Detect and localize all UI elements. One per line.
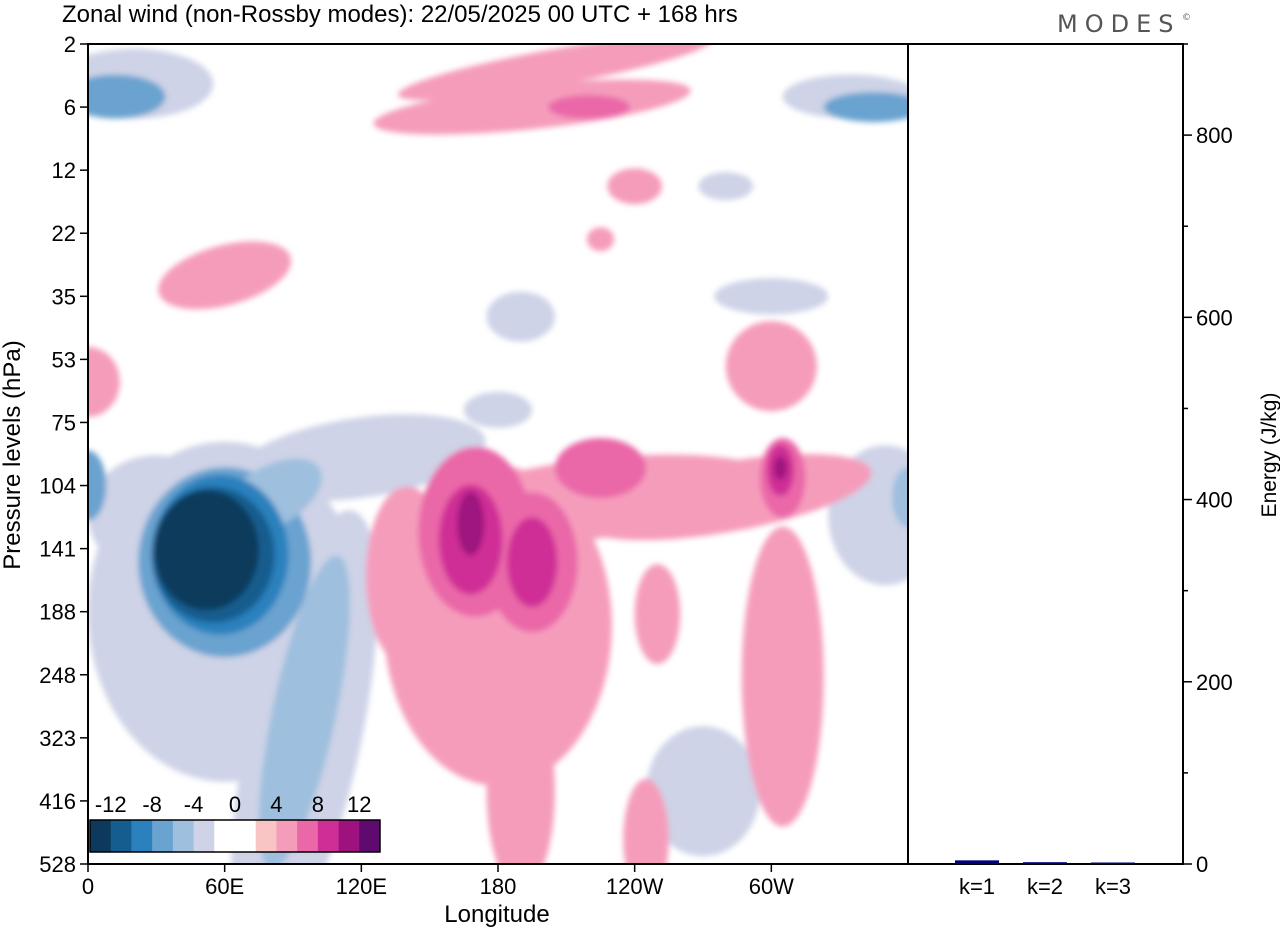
y-tick-label: 104	[39, 474, 76, 499]
colorbar-label: 8	[312, 792, 324, 817]
contour-region	[554, 438, 647, 499]
contour-region	[373, 79, 691, 135]
colorbar-swatch	[90, 820, 112, 852]
energy-category-label: k=1	[959, 874, 995, 899]
colorbar-label: 0	[229, 792, 241, 817]
contour-region	[486, 291, 555, 342]
contour-region	[88, 346, 120, 417]
contour-region	[892, 467, 908, 528]
x-tick-label: 120W	[606, 874, 664, 899]
colorbar-label: -12	[95, 792, 127, 817]
colorbar-swatch	[235, 820, 257, 852]
contour-region	[623, 778, 669, 864]
brand-logo: MODES	[1057, 10, 1180, 38]
y-tick-label: 22	[52, 221, 76, 246]
energy-bars: k=1 k=2 k=3	[955, 860, 1135, 899]
contour-region	[586, 227, 615, 252]
energy-tick-label: 0	[1196, 852, 1208, 877]
colorbar-swatch	[297, 820, 319, 852]
y-tick-label: 75	[52, 410, 76, 435]
energy-tick-label: 400	[1196, 488, 1233, 513]
x-tick-label: 0	[82, 874, 94, 899]
contour-region	[725, 321, 817, 412]
contour-region	[486, 691, 555, 864]
energy-frame	[907, 43, 1184, 865]
energy-tick-label: 600	[1196, 305, 1233, 330]
y-tick-label: 323	[39, 726, 76, 751]
y-tick-label: 12	[52, 158, 76, 183]
energy-bar	[955, 860, 999, 864]
chart-title: Zonal wind (non-Rossby modes): 22/05/202…	[62, 1, 738, 28]
energy-axis: 0 200 400 600 800	[1183, 43, 1233, 877]
colorbar-swatch	[172, 820, 195, 852]
y-tick-label: 528	[39, 852, 76, 877]
colorbar-swatch	[131, 820, 153, 852]
x-tick-label: 120E	[336, 874, 387, 899]
colorbar-swatch	[255, 820, 277, 852]
y-tick-label: 188	[39, 600, 76, 625]
pressure-axis: 2 6 12 22 35 53 75 104 141 188 248 323 416 528	[39, 32, 88, 877]
colorbar-swatch	[152, 820, 174, 852]
y-tick-label: 35	[52, 284, 76, 309]
brand-mark: ©	[1182, 13, 1191, 23]
energy-tick-label: 800	[1196, 123, 1233, 148]
colorbar-swatch	[110, 820, 132, 852]
colorbar-swatch	[317, 820, 340, 852]
contour-region	[463, 391, 533, 428]
heatmap-field	[88, 44, 908, 864]
colorbar-frame	[89, 819, 381, 853]
energy-tick-label: 200	[1196, 670, 1233, 695]
contour-region	[156, 492, 248, 603]
contour-region	[548, 95, 631, 120]
y-tick-label: 2	[64, 32, 76, 57]
colorbar-label: -4	[184, 792, 204, 817]
colorbar-label: 12	[347, 792, 371, 817]
contour-region	[698, 172, 754, 201]
contour-region	[741, 526, 824, 827]
colorbar-swatch	[193, 820, 215, 852]
y-tick-label: 6	[64, 95, 76, 120]
contour-region	[158, 241, 292, 310]
x-axis-label: Longitude	[444, 901, 549, 928]
colorbar-swatch	[214, 820, 236, 852]
energy-bar	[1023, 862, 1067, 864]
colorbar-swatch	[276, 820, 298, 852]
y-tick-label: 248	[39, 663, 76, 688]
contour-region	[634, 564, 681, 665]
x-tick-label: 60W	[749, 874, 794, 899]
contour-region	[646, 726, 760, 857]
colorbar-swatch	[359, 820, 381, 852]
contour-region	[773, 456, 788, 481]
y-axis-label: Pressure levels (hPa)	[0, 340, 26, 569]
colorbar-label: 4	[270, 792, 282, 817]
y-tick-label: 141	[39, 537, 76, 562]
contour-region	[397, 44, 712, 101]
colorbar-label: -8	[142, 792, 162, 817]
longitude-axis: 0 60E 120E 180 120W 60W	[82, 864, 794, 899]
y-tick-label: 53	[52, 347, 76, 372]
contour-region	[88, 450, 107, 521]
energy-category-label: k=3	[1095, 874, 1131, 899]
contour-region	[507, 517, 558, 608]
energy-category-label: k=2	[1027, 874, 1063, 899]
contour-region	[88, 74, 166, 119]
contour-region	[607, 168, 663, 205]
energy-axis-label: Energy (J/kg)	[1258, 393, 1280, 518]
energy-bar	[1091, 862, 1135, 864]
contour-region	[823, 92, 908, 123]
y-tick-label: 416	[39, 789, 76, 814]
contour-region	[457, 491, 485, 556]
x-tick-label: 60E	[205, 874, 244, 899]
colorbar-legend: -12 -8 -4 0 4 8 12	[89, 792, 381, 853]
contour-region	[258, 555, 350, 864]
x-tick-label: 180	[480, 874, 517, 899]
colorbar-swatch	[338, 820, 360, 852]
contour-region	[714, 278, 829, 315]
